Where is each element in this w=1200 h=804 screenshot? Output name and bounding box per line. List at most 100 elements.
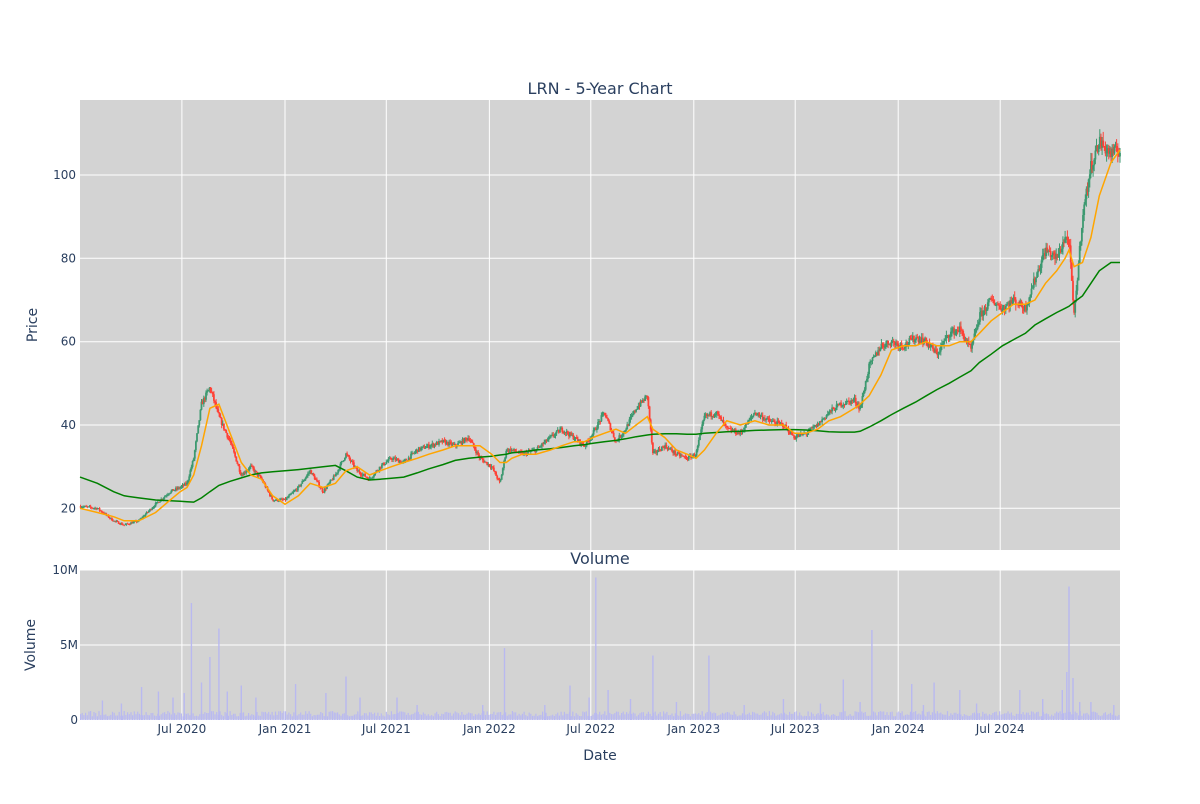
candle-body bbox=[81, 507, 84, 508]
volume-bar bbox=[846, 716, 848, 720]
candle-body bbox=[802, 433, 804, 435]
candle-body bbox=[305, 475, 308, 478]
volume-bar bbox=[918, 713, 920, 720]
candle-body bbox=[1075, 290, 1078, 301]
candle-body bbox=[350, 461, 353, 462]
candle-body bbox=[501, 468, 504, 475]
volume-bar bbox=[187, 713, 189, 720]
candle-body bbox=[762, 418, 765, 420]
candle-body bbox=[1031, 287, 1034, 289]
volume-bar bbox=[1014, 716, 1016, 720]
candle-body bbox=[685, 457, 688, 460]
candle-body bbox=[719, 415, 721, 417]
candle-body bbox=[570, 432, 573, 436]
candle-body bbox=[980, 310, 982, 313]
candle-body bbox=[178, 487, 180, 489]
volume-bar bbox=[253, 714, 255, 720]
candle-body bbox=[1090, 161, 1092, 175]
candle-body bbox=[814, 425, 817, 427]
candle-body bbox=[948, 336, 951, 338]
candle-body bbox=[218, 412, 221, 417]
candle-body bbox=[1119, 152, 1121, 157]
candle-body bbox=[686, 459, 689, 460]
candle-body bbox=[758, 413, 761, 417]
volume-bar bbox=[909, 711, 912, 720]
candle-body bbox=[374, 472, 376, 475]
candle-body bbox=[852, 399, 855, 401]
candle-body bbox=[890, 341, 893, 346]
candle-body bbox=[303, 479, 306, 481]
volume-bar bbox=[758, 715, 760, 720]
volume-bar bbox=[994, 712, 996, 720]
candle-body bbox=[645, 395, 648, 397]
candle-body bbox=[85, 506, 88, 507]
candle-body bbox=[633, 410, 635, 415]
volume-bar bbox=[283, 711, 285, 720]
candle-body bbox=[289, 494, 291, 496]
candle-body bbox=[189, 470, 192, 477]
candle-body bbox=[497, 478, 500, 480]
candle-body bbox=[1091, 161, 1093, 170]
volume-spike-bar bbox=[325, 693, 327, 720]
volume-bar bbox=[535, 713, 537, 720]
volume-bar bbox=[409, 715, 411, 720]
volume-bar bbox=[147, 714, 149, 720]
candle-body bbox=[867, 374, 869, 379]
candle-body bbox=[541, 443, 543, 447]
volume-bar bbox=[1009, 713, 1011, 720]
volume-bar bbox=[615, 711, 618, 720]
candle-body bbox=[331, 479, 334, 481]
volume-bar bbox=[555, 714, 557, 720]
candle-body bbox=[677, 452, 680, 454]
candle-body bbox=[144, 514, 147, 516]
volume-bar bbox=[1005, 713, 1007, 720]
candle-body bbox=[955, 330, 958, 332]
volume-spike-bar bbox=[416, 705, 418, 720]
price-gridlines bbox=[80, 100, 1120, 550]
volume-bar bbox=[533, 715, 535, 720]
candle-body bbox=[930, 345, 933, 347]
volume-bar bbox=[211, 711, 213, 720]
candle-body bbox=[868, 363, 870, 375]
candle-body bbox=[674, 451, 677, 455]
volume-x-ticks: Jul 2020 Jan 2021 Jul 2021 Jan 2022 Jul 2022… bbox=[156, 722, 1024, 736]
candle-body bbox=[574, 437, 577, 440]
candle-body bbox=[223, 423, 225, 430]
candle-body bbox=[1044, 253, 1046, 256]
candle-body bbox=[774, 421, 776, 424]
candle-body bbox=[1102, 140, 1105, 146]
candle-body bbox=[429, 446, 431, 448]
volume-bar bbox=[333, 712, 335, 720]
candle-body bbox=[360, 474, 363, 476]
candle-body bbox=[460, 441, 463, 445]
candle-body bbox=[400, 461, 402, 463]
candle-body bbox=[566, 431, 569, 434]
candle-body bbox=[359, 473, 362, 475]
candle-body bbox=[783, 427, 785, 428]
candle-body bbox=[191, 461, 194, 467]
volume-bar bbox=[320, 712, 322, 720]
candle-body bbox=[92, 508, 94, 509]
price-y-axis-label: Price bbox=[25, 308, 41, 342]
volume-bar bbox=[832, 714, 834, 720]
candle-body bbox=[824, 417, 827, 419]
candle-body bbox=[384, 464, 387, 466]
volume-bar bbox=[651, 716, 653, 720]
volume-bar bbox=[152, 712, 154, 720]
volume-spike-bar bbox=[708, 655, 710, 720]
volume-bar bbox=[83, 715, 85, 720]
volume-bar bbox=[538, 715, 540, 720]
volume-bar bbox=[657, 713, 660, 720]
candle-body bbox=[273, 500, 276, 502]
candle-body bbox=[322, 491, 325, 493]
volume-bar bbox=[185, 713, 187, 720]
candle-body bbox=[480, 457, 483, 459]
volume-bar bbox=[108, 715, 110, 720]
candle-body bbox=[232, 444, 234, 449]
volume-bar bbox=[135, 714, 137, 720]
volume-bar bbox=[276, 714, 278, 720]
candle-body bbox=[599, 421, 602, 422]
volume-bar bbox=[88, 711, 90, 720]
candle-body bbox=[552, 434, 555, 437]
candle-body bbox=[310, 470, 313, 475]
